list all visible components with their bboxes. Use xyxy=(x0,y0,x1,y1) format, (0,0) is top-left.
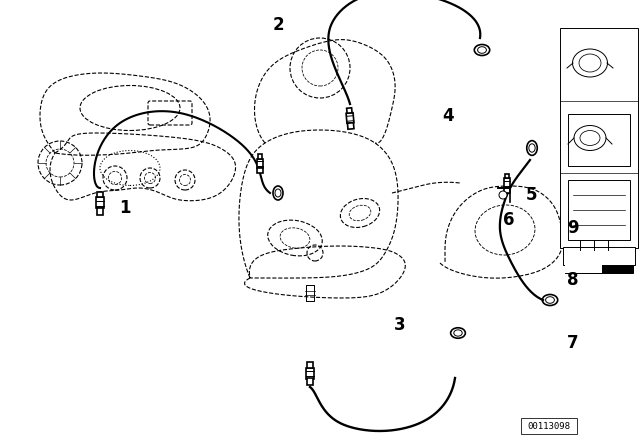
Bar xyxy=(565,265,633,273)
Text: 9: 9 xyxy=(567,220,579,237)
Text: 7: 7 xyxy=(567,334,579,352)
Bar xyxy=(97,208,103,215)
Bar xyxy=(348,123,354,129)
Bar xyxy=(307,379,314,385)
Circle shape xyxy=(499,191,507,199)
Polygon shape xyxy=(565,265,602,273)
Ellipse shape xyxy=(273,186,283,200)
Text: 8: 8 xyxy=(567,271,579,289)
Bar xyxy=(504,178,510,188)
Ellipse shape xyxy=(573,49,607,77)
Bar xyxy=(568,180,630,240)
Bar xyxy=(257,168,262,173)
Text: 3: 3 xyxy=(394,316,406,334)
Ellipse shape xyxy=(451,328,465,338)
Text: 00113098: 00113098 xyxy=(527,422,571,431)
Bar xyxy=(560,28,638,248)
Ellipse shape xyxy=(474,44,490,56)
Text: 4: 4 xyxy=(442,108,454,125)
Ellipse shape xyxy=(527,141,537,155)
Text: 6: 6 xyxy=(503,211,515,228)
Bar xyxy=(258,154,262,159)
Bar xyxy=(568,114,630,166)
Ellipse shape xyxy=(542,294,557,306)
Bar xyxy=(504,173,509,178)
Bar xyxy=(346,113,354,123)
Bar xyxy=(257,159,263,168)
Bar xyxy=(307,362,313,367)
Bar xyxy=(563,247,635,265)
Bar xyxy=(97,192,103,198)
Bar xyxy=(347,108,352,113)
Bar xyxy=(504,188,510,194)
Text: 1: 1 xyxy=(119,199,131,217)
Bar xyxy=(306,367,314,379)
Bar xyxy=(96,198,104,208)
Ellipse shape xyxy=(574,125,606,151)
Text: 5: 5 xyxy=(525,186,537,204)
Text: 2: 2 xyxy=(273,16,284,34)
